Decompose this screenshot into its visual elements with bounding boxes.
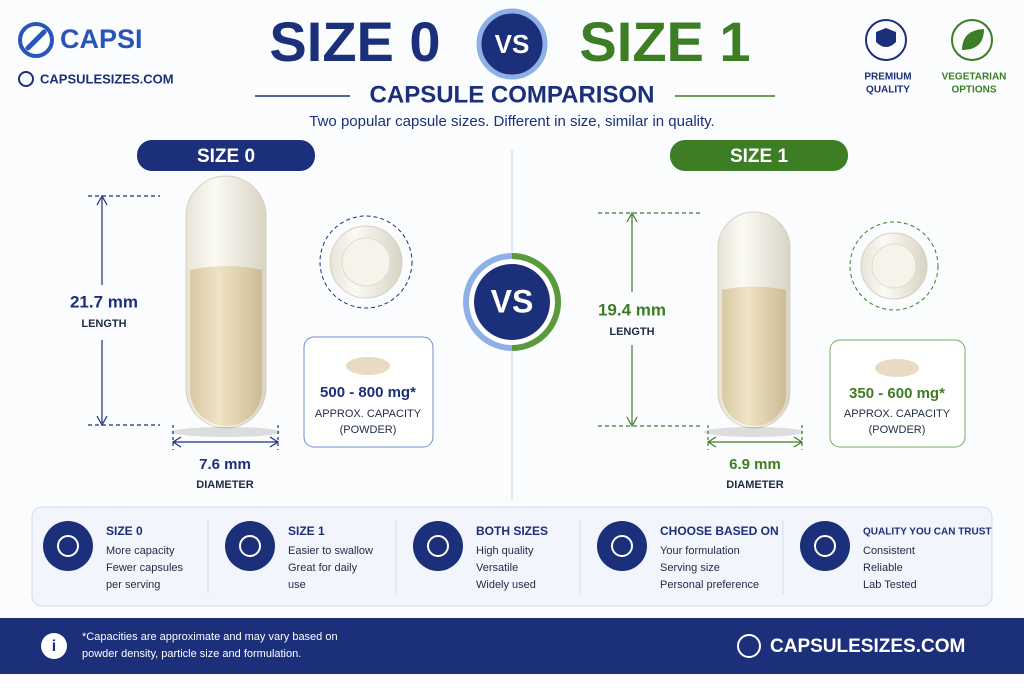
feature-line: Easier to swallow bbox=[288, 545, 373, 557]
feature-line: Personal preference bbox=[660, 579, 759, 591]
tagline: Two popular capsule sizes. Different in … bbox=[309, 113, 714, 130]
panel-label-bg bbox=[137, 140, 315, 171]
feature-line: Widely used bbox=[476, 579, 536, 591]
length-value: 19.4 mm bbox=[598, 300, 666, 319]
leaf-icon bbox=[962, 29, 984, 50]
title-right: SIZE 1 bbox=[579, 10, 750, 73]
feature-glyph bbox=[57, 535, 79, 557]
diameter-value: 6.9 mm bbox=[729, 456, 781, 473]
length-value: 21.7 mm bbox=[70, 292, 138, 311]
features: SIZE 0 More capacity Fewer capsules per ser… bbox=[43, 520, 992, 594]
feature-line: Serving size bbox=[660, 562, 720, 574]
capacity-label: APPROX. CAPACITY bbox=[844, 408, 951, 420]
feature-line: Versatile bbox=[476, 562, 518, 574]
feature-icon bbox=[413, 521, 463, 571]
powder-pile bbox=[346, 357, 390, 375]
capacity-label: (POWDER) bbox=[340, 424, 397, 436]
vs-text: VS bbox=[495, 29, 530, 59]
feature-glyph bbox=[239, 535, 261, 557]
feature-icon bbox=[43, 521, 93, 571]
feature-glyph bbox=[814, 535, 836, 557]
capacity-label: (POWDER) bbox=[869, 424, 926, 436]
feature-line: Fewer capsules bbox=[106, 562, 184, 574]
shield-icon bbox=[876, 28, 896, 47]
feature-line: More capacity bbox=[106, 545, 175, 557]
vs-badge bbox=[476, 8, 548, 80]
vs-ring-green bbox=[511, 253, 561, 351]
feature-glyph bbox=[611, 535, 633, 557]
features-box bbox=[31, 506, 993, 607]
capacity-box bbox=[829, 339, 966, 448]
feature-line: Great for daily bbox=[288, 562, 358, 574]
capacity-label: APPROX. CAPACITY bbox=[315, 408, 422, 420]
feature-line: Lab Tested bbox=[863, 579, 917, 591]
feature-title: SIZE 1 bbox=[288, 524, 325, 538]
footer-bar bbox=[0, 618, 1024, 674]
footer-website: CAPSULESIZES.COM bbox=[770, 636, 965, 657]
footer-note: powder density, particle size and formul… bbox=[82, 648, 301, 660]
diameter-label: DIAMETER bbox=[196, 479, 254, 491]
capsule bbox=[171, 175, 281, 437]
length-dimension bbox=[88, 194, 160, 427]
vs-center-text: VS bbox=[491, 283, 534, 319]
brand: CAPSI bbox=[60, 24, 143, 54]
feature-line: Consistent bbox=[863, 545, 915, 557]
vs-center bbox=[474, 264, 550, 340]
capsule bbox=[704, 211, 804, 437]
feature-title: QUALITY YOU CAN TRUST bbox=[863, 527, 992, 538]
info-glyph: i bbox=[52, 638, 56, 655]
badge-text: PREMIUM bbox=[864, 72, 911, 83]
subtitle: CAPSULE COMPARISON bbox=[370, 81, 655, 108]
capacity-value: 500 - 800 mg* bbox=[320, 384, 416, 401]
length-label: LENGTH bbox=[609, 326, 654, 338]
badge-text: OPTIONS bbox=[951, 85, 996, 96]
feature-title: SIZE 0 bbox=[106, 524, 143, 538]
diameter-dimension bbox=[171, 425, 280, 450]
diameter-dimension bbox=[706, 425, 804, 450]
diameter-value: 7.6 mm bbox=[199, 456, 251, 473]
panel-label: SIZE 0 bbox=[197, 146, 255, 167]
capsule-end bbox=[319, 215, 413, 309]
website: CAPSULESIZES.COM bbox=[40, 71, 174, 86]
feature-line: Your formulation bbox=[660, 545, 740, 557]
feature-icon bbox=[225, 521, 275, 571]
feature-line: High quality bbox=[476, 545, 534, 557]
feature-icon bbox=[597, 521, 647, 571]
feature-line: Reliable bbox=[863, 562, 903, 574]
capacity-box bbox=[303, 336, 434, 448]
feature-glyph bbox=[427, 535, 449, 557]
length-label: LENGTH bbox=[81, 318, 126, 330]
panel-label: SIZE 1 bbox=[730, 146, 789, 167]
powder-pile bbox=[875, 359, 919, 377]
info-icon bbox=[41, 633, 67, 659]
diameter-label: DIAMETER bbox=[726, 479, 784, 491]
badge-text: VEGETARIAN bbox=[942, 72, 1007, 83]
globe-icon bbox=[18, 71, 34, 87]
capsule-end bbox=[849, 221, 939, 311]
feature-title: CHOOSE BASED ON bbox=[660, 524, 779, 538]
feature-line: use bbox=[288, 579, 306, 591]
capacity-value: 350 - 600 mg* bbox=[849, 385, 945, 402]
footer-note: *Capacities are approximate and may vary… bbox=[82, 631, 338, 643]
badge-text: QUALITY bbox=[866, 85, 910, 96]
panel-label-bg bbox=[670, 140, 848, 171]
globe-icon bbox=[737, 634, 761, 658]
badge-icon bbox=[951, 19, 993, 61]
feature-line: per serving bbox=[106, 579, 160, 591]
title-left: SIZE 0 bbox=[269, 10, 440, 73]
badge-icon bbox=[865, 19, 907, 61]
feature-title: BOTH SIZES bbox=[476, 524, 548, 538]
length-dimension bbox=[598, 211, 700, 428]
feature-icon bbox=[800, 521, 850, 571]
logo bbox=[18, 22, 54, 58]
